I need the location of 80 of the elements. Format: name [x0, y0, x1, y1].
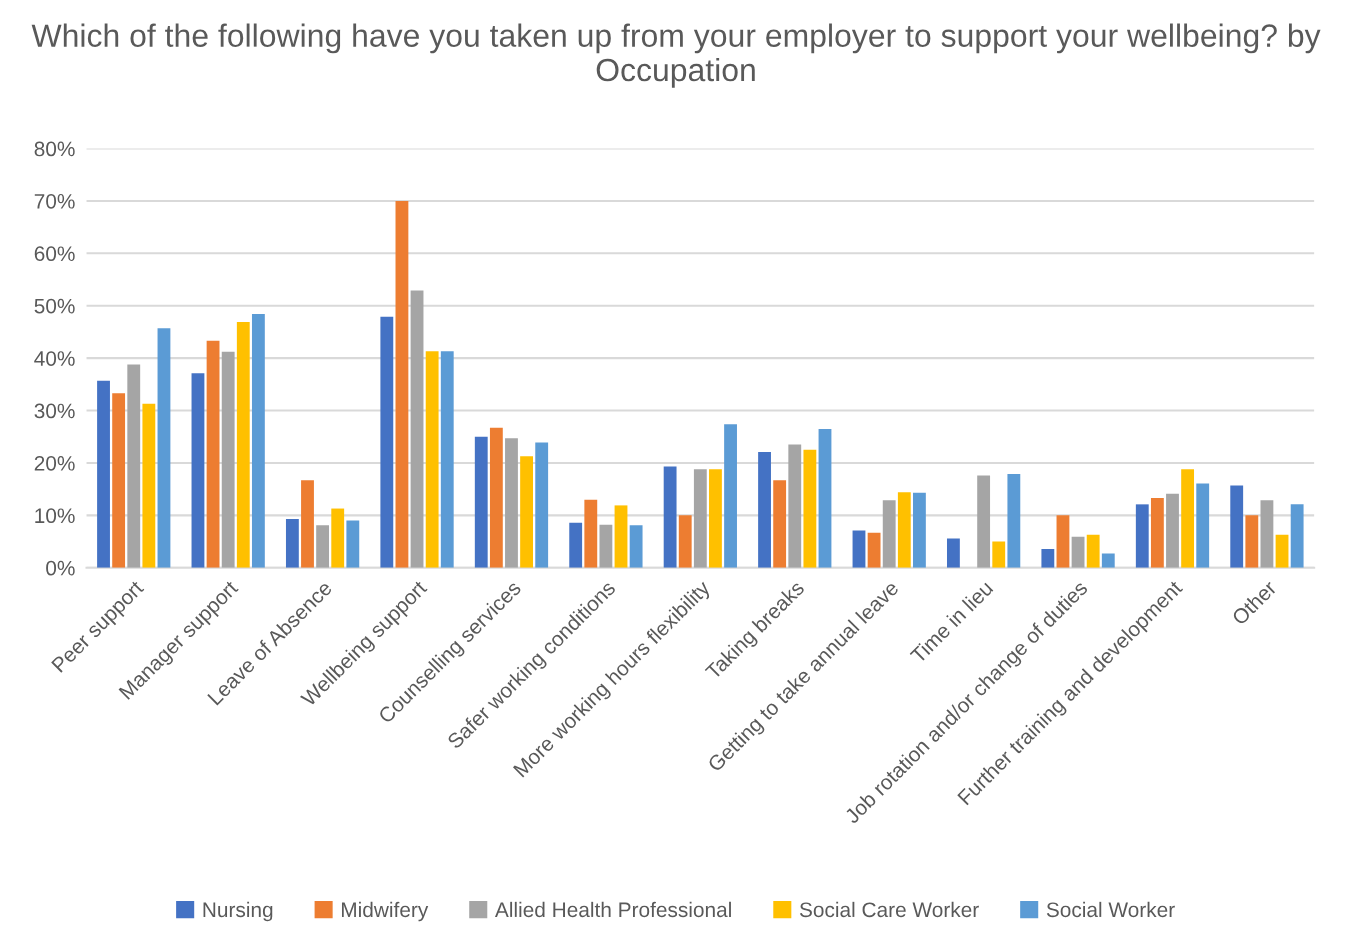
bar: [1290, 504, 1304, 568]
y-tick-label: 20%: [34, 455, 75, 471]
bar: [803, 449, 817, 568]
x-tick-label: Time in lieu: [909, 579, 994, 665]
bar: [142, 403, 156, 568]
bar: [709, 469, 722, 568]
bar: [1230, 485, 1244, 568]
bar: [788, 444, 802, 568]
bar: [440, 351, 454, 568]
bar: [584, 499, 598, 568]
bar: [251, 314, 265, 568]
bar: [410, 290, 424, 568]
bar: [285, 519, 299, 568]
bar: [867, 532, 881, 568]
bar: [380, 316, 394, 568]
bar: [1041, 548, 1055, 568]
bar: [157, 328, 171, 568]
bar: [693, 469, 707, 568]
bar: [1150, 498, 1164, 568]
bar: [1275, 534, 1289, 568]
legend-label: Allied Health Professional: [494, 901, 731, 918]
bar: [535, 442, 549, 568]
bar: [913, 492, 926, 568]
bar: [1086, 534, 1100, 568]
bar: [882, 500, 896, 568]
bar: [599, 524, 613, 568]
bar: [1166, 493, 1179, 568]
bar: [724, 424, 737, 568]
bar: [852, 530, 866, 568]
bar: [1071, 536, 1085, 568]
bar: [331, 508, 345, 568]
bar: [1056, 515, 1070, 568]
chart-title: Which of the following have you taken up from your employer to support your wellbeing? by Occupation: [31, 23, 1321, 88]
y-tick-label: 40%: [34, 351, 75, 366]
bar: [1135, 504, 1149, 568]
bar: [629, 525, 643, 568]
bar: [1260, 500, 1274, 568]
bar: [425, 351, 439, 568]
bar: [206, 340, 220, 568]
bar: [1196, 483, 1210, 568]
bar: [663, 466, 677, 568]
legend-label: Social Worker: [1046, 901, 1175, 918]
bar: [773, 480, 787, 568]
bar: [946, 538, 960, 568]
bar: [1245, 515, 1259, 568]
bar: [395, 200, 409, 568]
bar: [758, 451, 771, 568]
bar: [992, 541, 1006, 568]
bar: [1101, 553, 1115, 568]
bar: [236, 321, 250, 568]
bar: [1181, 469, 1195, 568]
y-tick-label: 30%: [34, 403, 75, 419]
bar: [614, 505, 628, 568]
legend-label: Social Care Worker: [799, 901, 979, 918]
bar: [505, 438, 518, 568]
y-tick-label: 10%: [35, 508, 75, 524]
bar: [818, 428, 832, 568]
bar: [346, 520, 360, 568]
bar: [897, 492, 911, 568]
bar: [127, 364, 141, 568]
y-tick-label: 50%: [34, 298, 75, 314]
legend-label: Nursing: [203, 901, 273, 922]
bar: [1007, 473, 1021, 568]
bar: [569, 522, 583, 568]
y-tick-label: 60%: [34, 246, 75, 262]
bar: [977, 475, 991, 568]
bar: [97, 380, 110, 568]
bar: [221, 351, 235, 568]
y-tick-label: 80%: [34, 141, 75, 157]
bar: [678, 515, 692, 568]
bar: [112, 393, 126, 568]
y-tick-label: 70%: [34, 193, 75, 209]
legend-label: Midwifery: [342, 901, 429, 922]
bar: [520, 456, 533, 568]
bar: [316, 525, 330, 568]
bar: [474, 436, 488, 568]
bar: [489, 427, 503, 568]
bar: [191, 373, 205, 568]
y-tick-label: 0%: [46, 560, 75, 576]
bar: [301, 480, 314, 568]
